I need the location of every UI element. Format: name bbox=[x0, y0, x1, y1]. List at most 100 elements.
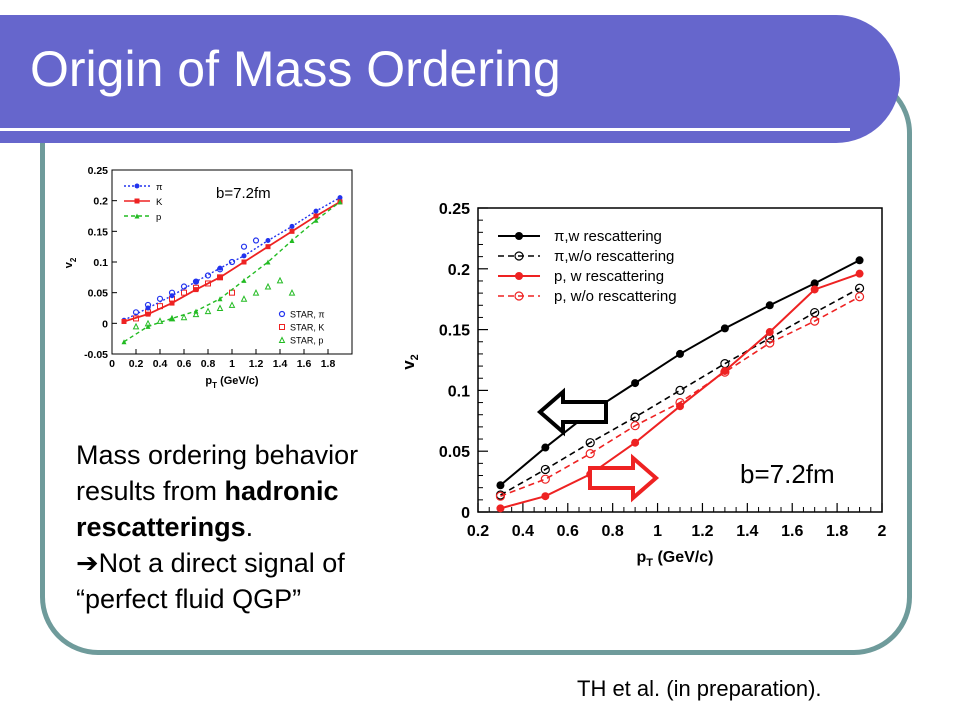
star-data-point bbox=[132, 322, 140, 330]
body-line-2-pre: results from bbox=[76, 476, 225, 506]
data-point bbox=[765, 338, 775, 348]
legend-marker bbox=[514, 291, 524, 301]
data-point bbox=[313, 213, 319, 219]
star-data-point bbox=[156, 317, 164, 324]
data-point bbox=[265, 244, 271, 250]
data-point bbox=[193, 287, 199, 293]
legend-label: STAR, π bbox=[290, 310, 325, 320]
y-tick-label: -0.05 bbox=[84, 349, 108, 361]
star-data-point bbox=[252, 237, 260, 244]
arrow-bullet-icon: ➔ bbox=[76, 548, 99, 578]
data-point bbox=[541, 492, 550, 501]
star-data-point bbox=[228, 258, 236, 266]
data-point bbox=[854, 283, 865, 293]
x-tick-label: 1.2 bbox=[249, 358, 264, 370]
body-line-3: rescatterings. bbox=[76, 509, 426, 545]
legend-label: π,w rescattering bbox=[554, 228, 662, 245]
star-data-point bbox=[205, 280, 211, 287]
data-point bbox=[289, 223, 295, 229]
y-tick-label: 0.1 bbox=[448, 383, 470, 400]
star-data-point bbox=[156, 295, 164, 302]
legend-marker bbox=[134, 213, 140, 219]
data-point bbox=[631, 438, 640, 447]
legend-marker bbox=[515, 272, 523, 280]
body-line-1: Mass ordering behavior bbox=[76, 440, 359, 470]
x-tick-label: 0.8 bbox=[602, 523, 624, 540]
y-tick-label: 0.2 bbox=[448, 262, 470, 279]
data-point bbox=[855, 256, 864, 265]
data-point bbox=[145, 323, 151, 329]
series-line bbox=[123, 196, 341, 321]
data-point bbox=[585, 449, 595, 459]
y-tick-label: 0.25 bbox=[88, 165, 109, 177]
data-point bbox=[241, 259, 247, 265]
x-tick-label: 1.2 bbox=[691, 523, 713, 540]
legend-marker bbox=[278, 310, 286, 318]
legend-label: π bbox=[156, 182, 163, 193]
x-axis-label: pT (GeV/c) bbox=[205, 375, 259, 390]
star-data-point bbox=[252, 289, 260, 296]
star-data-point bbox=[181, 289, 187, 296]
model-series-0 bbox=[121, 195, 343, 323]
model-series-1 bbox=[121, 199, 343, 324]
data-point bbox=[496, 504, 505, 513]
y-tick-label: 0 bbox=[461, 505, 470, 522]
data-point bbox=[217, 265, 223, 271]
x-tick-label: 0.2 bbox=[129, 358, 144, 370]
x-tick-label: 0.8 bbox=[201, 358, 216, 370]
body-line-4-text: Not a direct signal of bbox=[98, 548, 345, 578]
x-tick-label: 0 bbox=[109, 358, 115, 370]
y-tick-label: 0.15 bbox=[439, 323, 470, 340]
data-point bbox=[217, 296, 223, 302]
data-point bbox=[810, 285, 819, 294]
data-point bbox=[145, 305, 151, 311]
slide-frame bbox=[40, 75, 912, 655]
body-line-2: results from hadronic bbox=[76, 473, 426, 509]
data-point bbox=[169, 293, 175, 299]
legend-label: π,w/o rescattering bbox=[554, 248, 674, 265]
data-point bbox=[169, 315, 175, 321]
y-tick-label: 0 bbox=[102, 318, 108, 330]
x-tick-label: 1.6 bbox=[781, 523, 803, 540]
y-tick-label: 0.25 bbox=[439, 201, 470, 218]
star-data-point bbox=[216, 304, 224, 311]
right-arrow-icon bbox=[588, 453, 660, 503]
star-data-point bbox=[240, 243, 248, 250]
legend-label: p, w rescattering bbox=[554, 268, 664, 285]
data-point bbox=[676, 349, 684, 358]
data-point bbox=[855, 269, 864, 278]
y-tick-label: 0.15 bbox=[88, 226, 109, 238]
data-point bbox=[241, 253, 247, 259]
data-point bbox=[541, 443, 550, 452]
data-point bbox=[337, 195, 343, 201]
data-point bbox=[265, 259, 271, 265]
star-data-point bbox=[276, 276, 284, 284]
data-point bbox=[169, 300, 175, 306]
data-point bbox=[193, 279, 199, 285]
small-v2-plot: 0 0.2 0.4 0.6 0.8 1 1.2 1.4 1.6 1.8-0.0500.050.10… bbox=[63, 165, 353, 390]
x-tick-label: 2 bbox=[878, 523, 887, 540]
title-underline bbox=[0, 128, 850, 131]
star-data-point bbox=[204, 307, 212, 315]
x-tick-label: 0.2 bbox=[467, 523, 489, 540]
star-data-point bbox=[228, 301, 236, 308]
annotation-b: b=7.2fm bbox=[740, 459, 835, 489]
data-point bbox=[241, 277, 247, 283]
body-line-4: ➔Not a direct signal of bbox=[76, 545, 426, 581]
x-tick-label: 1.4 bbox=[736, 523, 758, 540]
x-tick-label: 1 bbox=[653, 523, 662, 540]
body-text: Mass ordering behavior results from hadr… bbox=[76, 437, 426, 617]
data-point bbox=[496, 481, 505, 490]
annotation-b: b=7.2fm bbox=[216, 185, 271, 202]
series-line bbox=[123, 201, 341, 323]
star-data-point bbox=[180, 313, 188, 321]
data-point bbox=[540, 474, 550, 484]
body-line-3-post: . bbox=[245, 512, 254, 542]
data-point bbox=[313, 217, 319, 223]
star-data-point bbox=[240, 295, 248, 302]
data-point bbox=[495, 491, 506, 501]
x-axis-label: pT (GeV/c) bbox=[637, 549, 714, 569]
series-0 bbox=[496, 256, 864, 490]
body-line-3-bold: rescatterings bbox=[76, 512, 246, 542]
legend-marker bbox=[134, 198, 140, 204]
